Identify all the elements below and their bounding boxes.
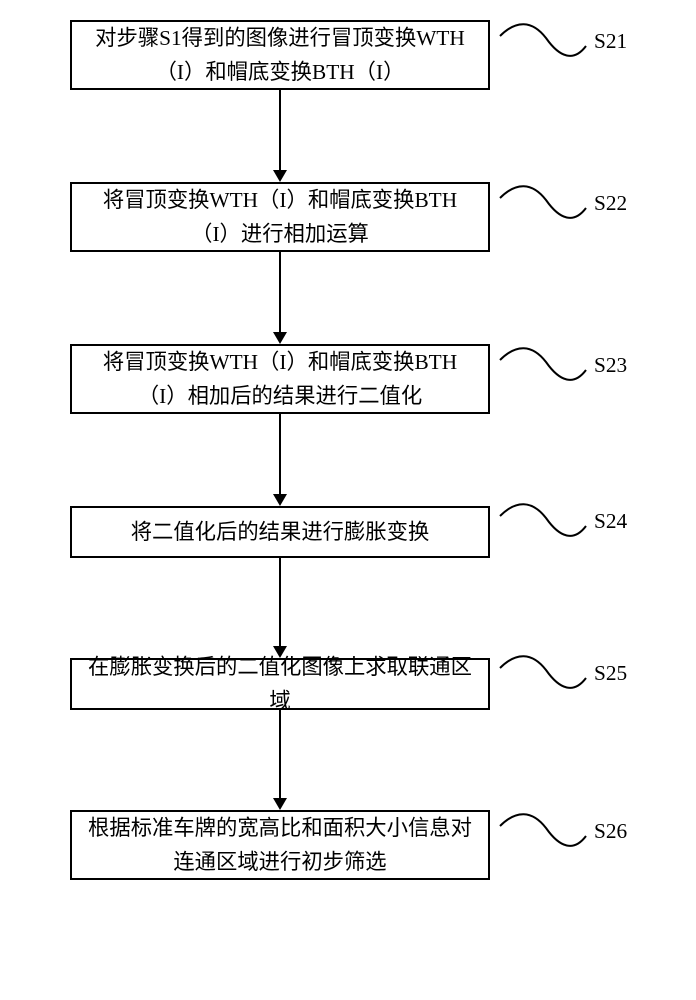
arrow-head-icon — [273, 170, 287, 182]
flow-step-s22: 将冒顶变换WTH（I）和帽底变换BTH（I）进行相加运算 — [70, 182, 490, 252]
wave-connector-icon — [498, 806, 588, 856]
arrow-connector — [70, 558, 490, 658]
wave-connector-icon — [498, 16, 588, 66]
arrow-head-icon — [273, 798, 287, 810]
arrow-line — [279, 252, 281, 332]
flow-step-text: 将冒顶变换WTH（I）和帽底变换BTH（I）进行相加运算 — [84, 183, 476, 251]
arrow-connector — [70, 710, 490, 810]
flow-step-s21: 对步骤S1得到的图像进行冒顶变换WTH（I）和帽底变换BTH（I） — [70, 20, 490, 90]
step-label-s23: S23 — [594, 353, 627, 378]
flow-step-text: 将二值化后的结果进行膨胀变换 — [131, 515, 430, 549]
step-label-s22: S22 — [594, 191, 627, 216]
flowchart-container: 对步骤S1得到的图像进行冒顶变换WTH（I）和帽底变换BTH（I）S21将冒顶变… — [30, 20, 530, 880]
wave-connector-icon — [498, 340, 588, 390]
arrow-connector — [70, 414, 490, 506]
step-label-wrap-s22: S22 — [498, 178, 627, 228]
step-label-wrap-s24: S24 — [498, 496, 627, 546]
step-label-s24: S24 — [594, 509, 627, 534]
arrow-line — [279, 90, 281, 170]
step-label-wrap-s21: S21 — [498, 16, 627, 66]
flow-step-s25: 在膨胀变换后的二值化图像上求取联通区域 — [70, 658, 490, 710]
wave-connector-icon — [498, 648, 588, 698]
step-label-wrap-s25: S25 — [498, 648, 627, 698]
arrow-head-icon — [273, 494, 287, 506]
wave-connector-icon — [498, 496, 588, 546]
flow-step-text: 在膨胀变换后的二值化图像上求取联通区域 — [84, 650, 476, 718]
flow-step-text: 将冒顶变换WTH（I）和帽底变换BTH（I）相加后的结果进行二值化 — [84, 345, 476, 413]
arrow-connector — [70, 252, 490, 344]
flow-step-text: 根据标准车牌的宽高比和面积大小信息对连通区域进行初步筛选 — [84, 811, 476, 879]
arrow-line — [279, 558, 281, 646]
flow-step-text: 对步骤S1得到的图像进行冒顶变换WTH（I）和帽底变换BTH（I） — [84, 21, 476, 89]
arrow-line — [279, 710, 281, 798]
wave-connector-icon — [498, 178, 588, 228]
arrow-connector — [70, 90, 490, 182]
arrow-line — [279, 414, 281, 494]
step-label-s21: S21 — [594, 29, 627, 54]
flow-step-s26: 根据标准车牌的宽高比和面积大小信息对连通区域进行初步筛选 — [70, 810, 490, 880]
arrow-head-icon — [273, 332, 287, 344]
flow-step-s23: 将冒顶变换WTH（I）和帽底变换BTH（I）相加后的结果进行二值化 — [70, 344, 490, 414]
step-label-s26: S26 — [594, 819, 627, 844]
step-label-wrap-s23: S23 — [498, 340, 627, 390]
step-label-s25: S25 — [594, 661, 627, 686]
step-label-wrap-s26: S26 — [498, 806, 627, 856]
flow-step-s24: 将二值化后的结果进行膨胀变换 — [70, 506, 490, 558]
